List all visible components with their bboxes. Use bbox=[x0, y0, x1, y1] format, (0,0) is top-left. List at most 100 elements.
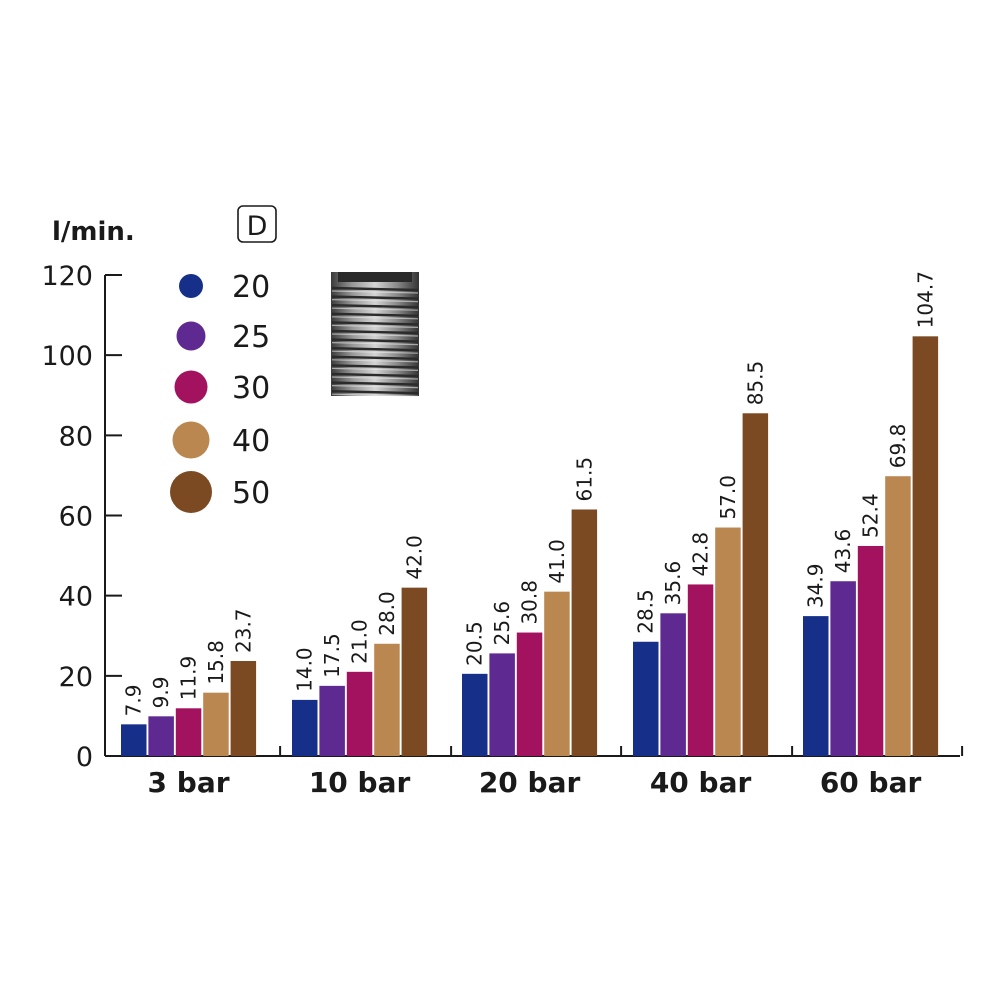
thread-highlight bbox=[331, 324, 419, 328]
thread-highlight bbox=[331, 299, 419, 303]
y-axis: 0 20 40 60 80 100 120 bbox=[41, 261, 122, 773]
thread-line bbox=[331, 329, 419, 335]
thread-line bbox=[331, 364, 419, 369]
thread-line bbox=[331, 381, 419, 386]
legend-title-box bbox=[237, 205, 277, 243]
bar bbox=[660, 613, 686, 756]
y-tick-label: 0 bbox=[76, 742, 93, 773]
bar bbox=[857, 545, 884, 756]
legend-swatch bbox=[179, 274, 203, 298]
y-tick-label: 40 bbox=[59, 582, 93, 613]
bar-value-label: 7.9 bbox=[122, 685, 146, 717]
bar bbox=[571, 509, 598, 756]
legend-swatch bbox=[170, 471, 212, 513]
x-axis: 3 bar 10 bar 20 bar 40 bar 60 bar bbox=[105, 746, 964, 799]
thread-line bbox=[331, 372, 419, 378]
thread-line bbox=[331, 390, 419, 395]
y-tick-label: 80 bbox=[59, 421, 93, 452]
thread-highlight bbox=[331, 290, 419, 294]
bar-value-label: 21.0 bbox=[348, 619, 372, 664]
bar bbox=[742, 413, 769, 756]
thread-highlight bbox=[331, 359, 419, 363]
x-category-label: 3 bar bbox=[148, 766, 230, 799]
x-category-label: 40 bar bbox=[650, 766, 752, 799]
thread-highlight bbox=[331, 385, 419, 389]
bar bbox=[230, 661, 257, 756]
x-category-label: 10 bar bbox=[309, 766, 411, 799]
bar-value-label: 28.5 bbox=[634, 589, 658, 634]
x-axis-ticks bbox=[279, 746, 964, 756]
bar bbox=[803, 616, 829, 756]
bar bbox=[912, 336, 939, 756]
thread-highlight bbox=[331, 376, 419, 380]
bar-value-label: 15.8 bbox=[204, 640, 228, 685]
legend-swatch bbox=[176, 321, 206, 351]
x-category-label: 60 bar bbox=[820, 766, 922, 799]
bar-value-label: 9.9 bbox=[149, 677, 173, 709]
bar-value-label: 35.6 bbox=[661, 561, 685, 606]
bar bbox=[715, 527, 741, 756]
y-tick-label: 100 bbox=[41, 341, 93, 372]
bar-value-label: 42.0 bbox=[402, 535, 426, 580]
legend: D 20 25 30 40 50 bbox=[170, 205, 277, 513]
bar bbox=[121, 724, 147, 756]
threaded-nozzle-photo bbox=[331, 272, 419, 397]
bar-value-label: 11.9 bbox=[177, 656, 201, 701]
bar-value-label: 41.0 bbox=[545, 539, 569, 584]
bar bbox=[633, 641, 659, 756]
thread-line bbox=[331, 304, 419, 309]
bar bbox=[374, 643, 400, 756]
bar-value-label: 25.6 bbox=[490, 601, 514, 646]
legend-label: 30 bbox=[232, 371, 270, 406]
y-tick-label: 120 bbox=[41, 261, 93, 292]
bar-value-label: 42.8 bbox=[689, 532, 713, 577]
bar-value-label: 57.0 bbox=[716, 475, 740, 520]
bar-value-label: 20.5 bbox=[463, 621, 487, 666]
bar bbox=[544, 591, 570, 756]
y-tick-label: 20 bbox=[59, 662, 93, 693]
bar-value-label: 104.7 bbox=[913, 271, 937, 328]
y-tick-label: 60 bbox=[59, 502, 93, 533]
bar bbox=[175, 708, 202, 756]
bar bbox=[203, 692, 229, 756]
legend-title: D bbox=[247, 211, 268, 242]
bar-value-label: 28.0 bbox=[375, 591, 399, 636]
thread-line bbox=[331, 347, 419, 352]
thread-highlight bbox=[331, 350, 419, 354]
thread-highlight bbox=[331, 316, 419, 320]
bar-value-label: 30.8 bbox=[518, 580, 542, 625]
nozzle-top-rim bbox=[338, 272, 412, 282]
bar-value-label: 17.5 bbox=[320, 633, 344, 678]
bar-value-label: 34.9 bbox=[804, 564, 828, 609]
bar bbox=[516, 632, 543, 756]
x-axis-category-labels: 3 bar 10 bar 20 bar 40 bar 60 bar bbox=[148, 766, 922, 799]
x-category-label: 20 bar bbox=[479, 766, 581, 799]
bar bbox=[489, 653, 515, 756]
thread-line bbox=[331, 286, 419, 292]
thread-highlight bbox=[331, 367, 419, 371]
legend-label: 40 bbox=[232, 424, 270, 459]
y-axis-unit-label: l/min. bbox=[52, 217, 135, 247]
bar-value-label: 52.4 bbox=[859, 493, 883, 538]
bar bbox=[462, 673, 488, 756]
legend-label: 25 bbox=[232, 320, 270, 355]
bar bbox=[292, 699, 318, 756]
thread-highlight bbox=[331, 342, 419, 346]
thread-highlight bbox=[331, 393, 419, 397]
legend-label: 20 bbox=[232, 270, 270, 305]
thread-highlight bbox=[331, 333, 419, 337]
nozzle-threads bbox=[331, 286, 419, 397]
thread-highlight bbox=[331, 307, 419, 311]
bar-value-label: 85.5 bbox=[743, 361, 767, 406]
bar-value-label: 14.0 bbox=[293, 647, 317, 692]
legend-items: 20 25 30 40 50 bbox=[170, 270, 270, 513]
legend-swatch bbox=[172, 421, 210, 459]
bar bbox=[885, 476, 911, 756]
bar-value-label: 61.5 bbox=[572, 457, 596, 502]
bar-value-label: 69.8 bbox=[886, 424, 910, 469]
thread-line bbox=[331, 295, 419, 300]
thread-line bbox=[331, 355, 419, 360]
legend-swatch bbox=[174, 370, 208, 404]
bar bbox=[401, 587, 428, 756]
